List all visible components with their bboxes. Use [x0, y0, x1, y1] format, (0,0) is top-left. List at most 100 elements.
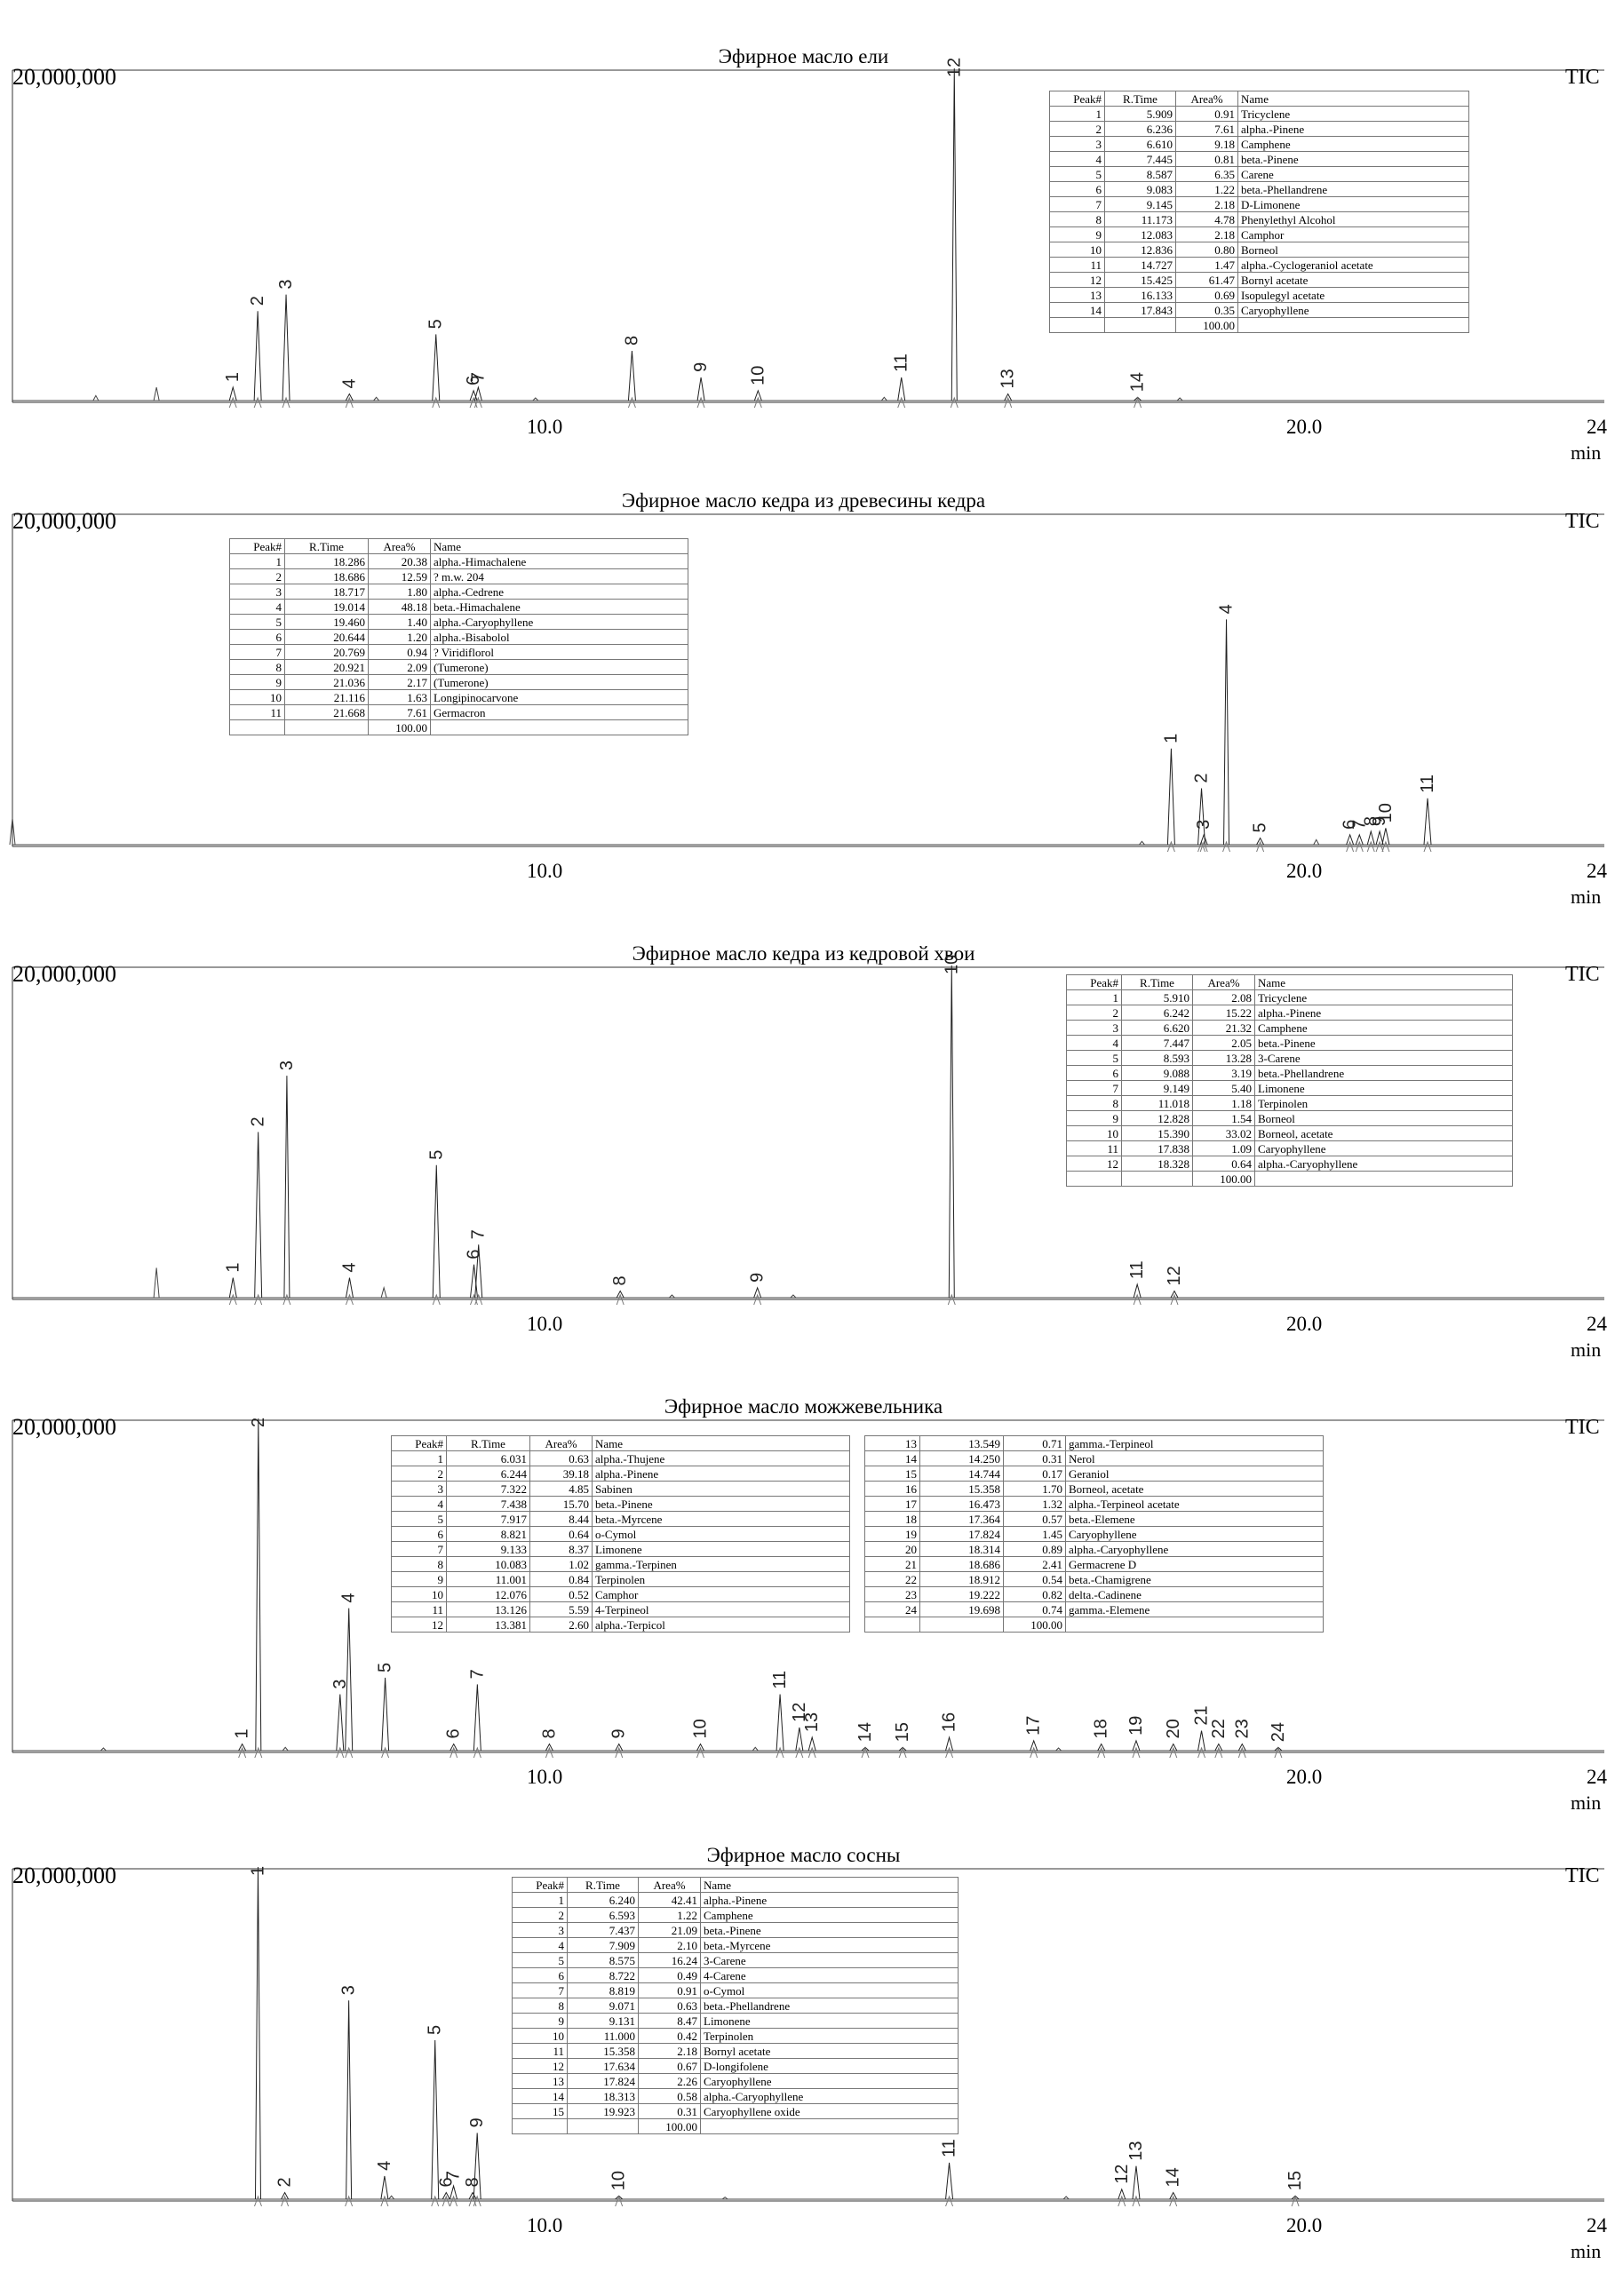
table-cell: 8 [512, 1998, 568, 2014]
detector-label: TIC [1565, 510, 1600, 533]
peak-label: 2 [249, 1418, 268, 1427]
table-row: 7 20.769 0.94? Viridiflorol [229, 644, 688, 660]
x-tick-label: 24 [1587, 2214, 1607, 2236]
table-row: 3 7.322 4.85 Sabinen [391, 1481, 850, 1497]
table-cell: 8.821 [446, 1526, 530, 1542]
table-row: 9 9.131 8.47 Limonene [512, 2013, 959, 2029]
table-row: 4 7.447 2.05 beta.-Pinene [1066, 1035, 1513, 1051]
peak-23 [1237, 1743, 1246, 1752]
table-cell: 2.08 [1192, 989, 1255, 1005]
peak-marker [1199, 840, 1208, 853]
x-unit-label: min [1571, 441, 1602, 464]
table-cell: 1.70 [1003, 1481, 1066, 1497]
peak-marker [381, 1746, 390, 1759]
table-cell: 11 [229, 704, 285, 720]
table-cell: o-Cymol [700, 1982, 959, 1998]
table-cell: 6.236 [1104, 121, 1176, 137]
minor-peak [92, 394, 99, 401]
table-cell: 1.63 [368, 689, 431, 705]
peak-label: 8 [622, 336, 641, 346]
peak-marker [1222, 840, 1230, 853]
table-cell: 9.18 [1175, 136, 1238, 152]
peak-marker [432, 1293, 441, 1306]
table-cell: 7.447 [1121, 1035, 1193, 1051]
table-cell: gamma.-Terpineol [1065, 1435, 1324, 1451]
peak-marker [1237, 1746, 1246, 1759]
peak-label: 12 [790, 1703, 809, 1722]
peak-marker [346, 1293, 354, 1306]
table-row: 14 17.843 0.35 Caryophyllene [1049, 302, 1469, 318]
table-cell: 12 [1049, 272, 1105, 288]
chromatogram-panel-1: Эфирное масло ели 1 2 3 4 5 6 7 8 9 10 11 12 13 14 20… [0, 44, 1607, 497]
peak-3 [336, 1694, 345, 1752]
table-cell: Borneol [1237, 242, 1469, 258]
table-cell: 0.81 [1175, 151, 1238, 167]
table-cell: 39.18 [529, 1466, 593, 1482]
peak-8 [627, 351, 636, 401]
minor-peak [752, 1746, 759, 1752]
total-area: 100.00 [638, 2118, 701, 2134]
minor-peak [9, 818, 16, 846]
peak-8 [545, 1743, 553, 1752]
minor-peak [790, 1294, 797, 1299]
peak-marker [282, 1293, 291, 1306]
table-cell: 3 [512, 1922, 568, 1938]
peak-2 [1197, 788, 1206, 846]
table-cell: 13 [864, 1435, 920, 1451]
table-cell: alpha.-Pinene [592, 1466, 850, 1482]
table-cell: 0.31 [638, 2103, 701, 2119]
table-cell: gamma.-Elemene [1065, 1601, 1324, 1617]
table-cell [512, 2118, 568, 2134]
table-cell: alpha.-Cyclogeraniol acetate [1237, 257, 1469, 273]
total-area: 100.00 [1003, 1617, 1066, 1633]
peak-marker [442, 2195, 450, 2207]
peak-10 [696, 1743, 704, 1752]
peak-label: 9 [609, 1728, 629, 1738]
table-cell: 5 [391, 1511, 447, 1527]
peak-label: 14 [1164, 2167, 1183, 2187]
table-cell: 4.78 [1175, 211, 1238, 227]
table-cell: 0.64 [1192, 1156, 1255, 1172]
table-cell: 21.668 [284, 704, 369, 720]
peak-label: 2 [1192, 773, 1212, 783]
peak-label: 11 [892, 354, 911, 372]
peak-label: 4 [1217, 604, 1237, 614]
peak-4 [345, 393, 354, 401]
table-cell: Camphor [1237, 226, 1469, 242]
table-row: 7 8.819 0.91 o-Cymol [512, 1982, 959, 1998]
peak-label: 21 [1192, 1705, 1212, 1725]
table-cell: alpha.-Thujene [592, 1450, 850, 1466]
table-cell [864, 1617, 920, 1633]
x-unit-label: min [1571, 886, 1602, 908]
peak-marker [253, 396, 262, 409]
table-cell: Borneol [1254, 1110, 1513, 1126]
peak-label: 22 [1209, 1719, 1229, 1738]
table-cell: 19.460 [284, 614, 369, 630]
table-cell: 8 [1049, 211, 1105, 227]
table-cell: 33.02 [1192, 1125, 1255, 1141]
table-row: 3 18.717 1.80 alpha.-Cedrene [229, 584, 688, 600]
table-cell: 7 [229, 644, 285, 660]
table-cell: 1.20 [368, 629, 431, 645]
peak-1 [238, 1743, 247, 1752]
peak-1 [228, 385, 237, 401]
table-cell: 2 [1066, 1005, 1122, 1021]
table-cell: Sabinen [592, 1481, 850, 1497]
table-cell: 13.549 [919, 1435, 1004, 1451]
peak-marker [1097, 1746, 1106, 1759]
table-row: 11 15.358 2.18 Bornyl acetate [512, 2043, 959, 2059]
peak-6 [442, 2191, 450, 2200]
table-cell: 10 [391, 1586, 447, 1602]
peak-3 [283, 1076, 290, 1299]
table-cell: Camphor [592, 1586, 850, 1602]
peak-3 [282, 294, 290, 401]
table-cell: 1.45 [1003, 1526, 1066, 1542]
minor-peak [669, 1294, 675, 1299]
peak-marker [473, 2195, 481, 2207]
table-cell: 2 [1049, 121, 1105, 137]
table-row: 10 11.000 0.42 Terpinolen [512, 2028, 959, 2044]
table-cell: 18 [864, 1511, 920, 1527]
peak-label: 9 [1370, 816, 1389, 826]
